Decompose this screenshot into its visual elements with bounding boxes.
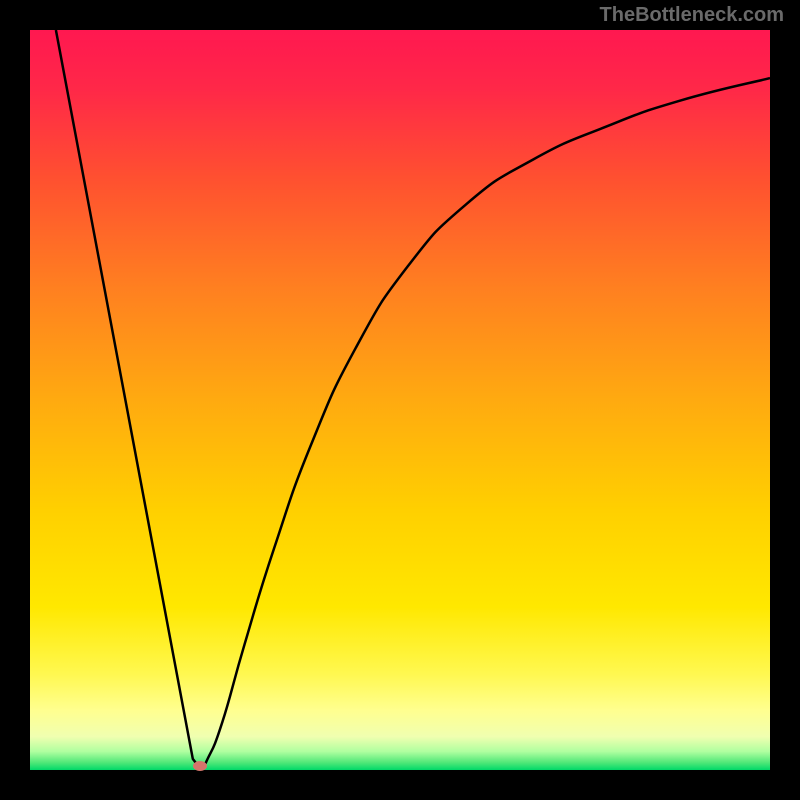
watermark-text: TheBottleneck.com [600, 4, 784, 27]
minimum-marker [193, 761, 207, 771]
bottleneck-curve [30, 30, 770, 770]
chart-area [30, 30, 770, 770]
